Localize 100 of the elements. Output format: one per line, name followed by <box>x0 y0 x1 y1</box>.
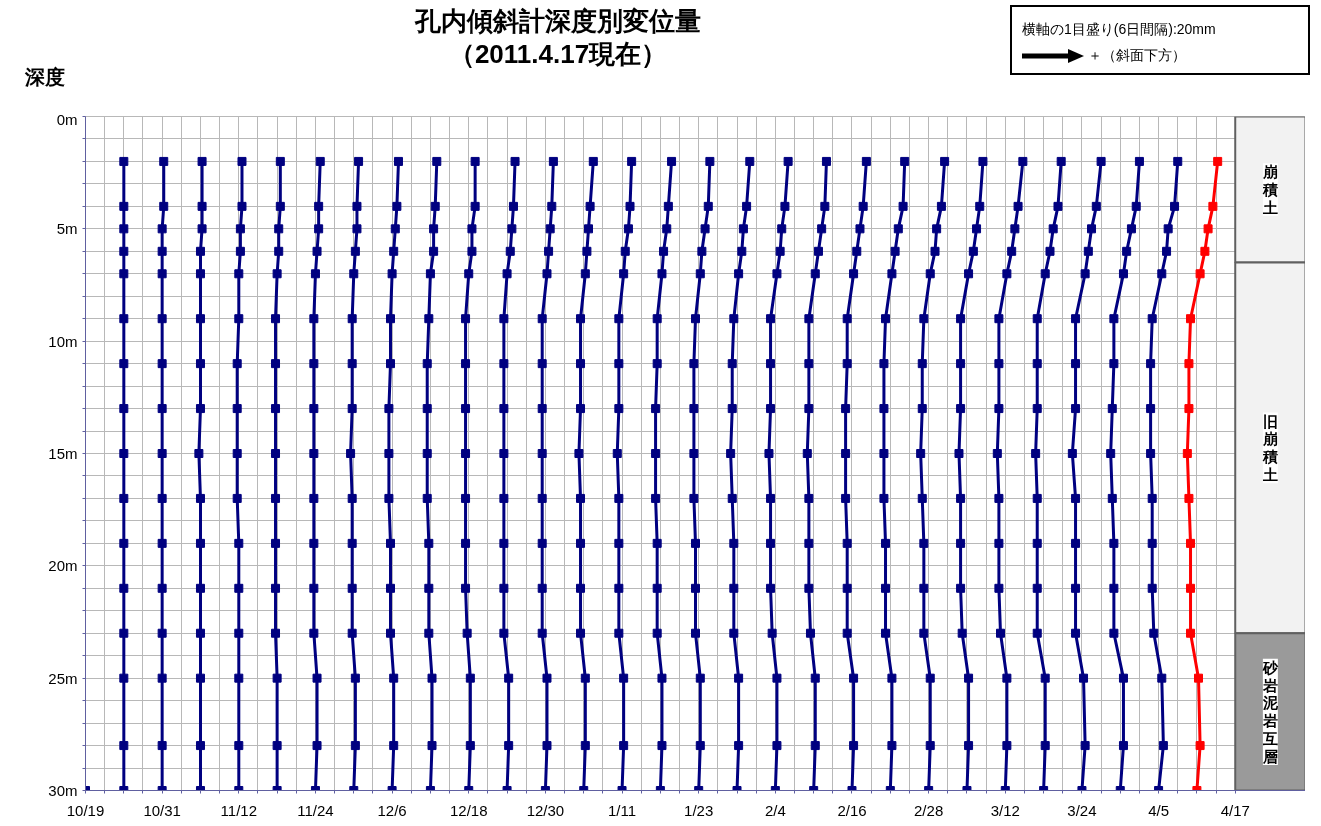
point <box>537 404 547 414</box>
point <box>548 156 558 166</box>
point <box>427 673 437 683</box>
point <box>1118 269 1128 279</box>
point <box>727 493 737 503</box>
point <box>662 224 672 234</box>
point <box>429 224 439 234</box>
y-tick-label: 25m <box>48 669 78 687</box>
point <box>612 449 622 458</box>
point <box>576 359 586 369</box>
point <box>729 583 739 593</box>
point <box>956 538 966 548</box>
point <box>347 628 357 638</box>
point <box>467 224 477 234</box>
point <box>275 156 285 166</box>
point <box>195 741 205 751</box>
point <box>119 224 129 234</box>
point <box>424 628 434 638</box>
point <box>195 673 205 683</box>
chart-title: 孔内傾斜計深度別変位量 <box>415 6 701 36</box>
point <box>157 673 167 683</box>
point <box>350 673 360 683</box>
point <box>234 628 244 638</box>
point <box>1184 493 1194 503</box>
point <box>695 673 705 683</box>
y-tick-label: 30m <box>48 782 78 799</box>
point <box>881 538 891 548</box>
point <box>312 246 322 256</box>
point <box>821 156 831 166</box>
point <box>1109 359 1119 369</box>
point <box>766 538 776 548</box>
point <box>772 269 782 279</box>
point <box>119 493 129 503</box>
point <box>1002 269 1012 279</box>
point <box>917 493 927 503</box>
point <box>352 201 362 211</box>
point <box>1118 741 1128 751</box>
point <box>580 741 590 751</box>
point <box>804 404 814 414</box>
point <box>1032 538 1042 548</box>
point <box>805 628 815 638</box>
point <box>964 741 974 751</box>
point <box>978 156 988 166</box>
point <box>887 269 897 279</box>
point <box>1071 628 1081 638</box>
point <box>780 201 790 211</box>
point <box>274 246 284 256</box>
point <box>1032 359 1042 369</box>
point <box>119 314 129 324</box>
point <box>461 314 471 324</box>
point <box>663 201 673 211</box>
point <box>964 673 974 683</box>
point <box>652 359 662 369</box>
point <box>159 201 169 211</box>
point <box>849 741 859 751</box>
point <box>667 156 677 166</box>
point <box>157 628 167 638</box>
point <box>235 224 245 234</box>
point <box>691 583 700 593</box>
point <box>651 404 661 414</box>
x-tick-label: 3/24 <box>1067 801 1097 819</box>
point <box>919 628 929 638</box>
point <box>729 628 739 638</box>
point <box>347 583 357 593</box>
point <box>614 359 624 369</box>
point <box>576 404 586 414</box>
point <box>917 404 927 414</box>
point <box>499 583 509 593</box>
point <box>157 359 167 369</box>
point <box>657 269 667 279</box>
point <box>271 404 281 414</box>
point <box>232 359 242 369</box>
point <box>271 449 281 458</box>
point <box>841 493 851 503</box>
point <box>234 538 244 548</box>
point <box>1109 583 1119 593</box>
point <box>1032 628 1042 638</box>
point <box>119 673 129 683</box>
point <box>545 224 555 234</box>
point <box>309 449 319 458</box>
point <box>614 628 624 638</box>
point <box>272 673 282 683</box>
point <box>695 741 705 751</box>
point <box>1146 359 1156 369</box>
point <box>1149 628 1159 638</box>
point <box>464 269 474 279</box>
point <box>842 583 852 593</box>
point <box>314 224 324 234</box>
point <box>652 538 662 548</box>
point <box>1071 538 1081 548</box>
point <box>925 741 935 751</box>
point <box>625 201 635 211</box>
x-tick-label: 10/19 <box>66 801 105 819</box>
point <box>956 493 966 503</box>
point <box>879 493 889 503</box>
point <box>470 156 480 166</box>
point <box>691 538 700 548</box>
point <box>957 628 967 638</box>
point <box>689 359 699 369</box>
point <box>347 314 357 324</box>
